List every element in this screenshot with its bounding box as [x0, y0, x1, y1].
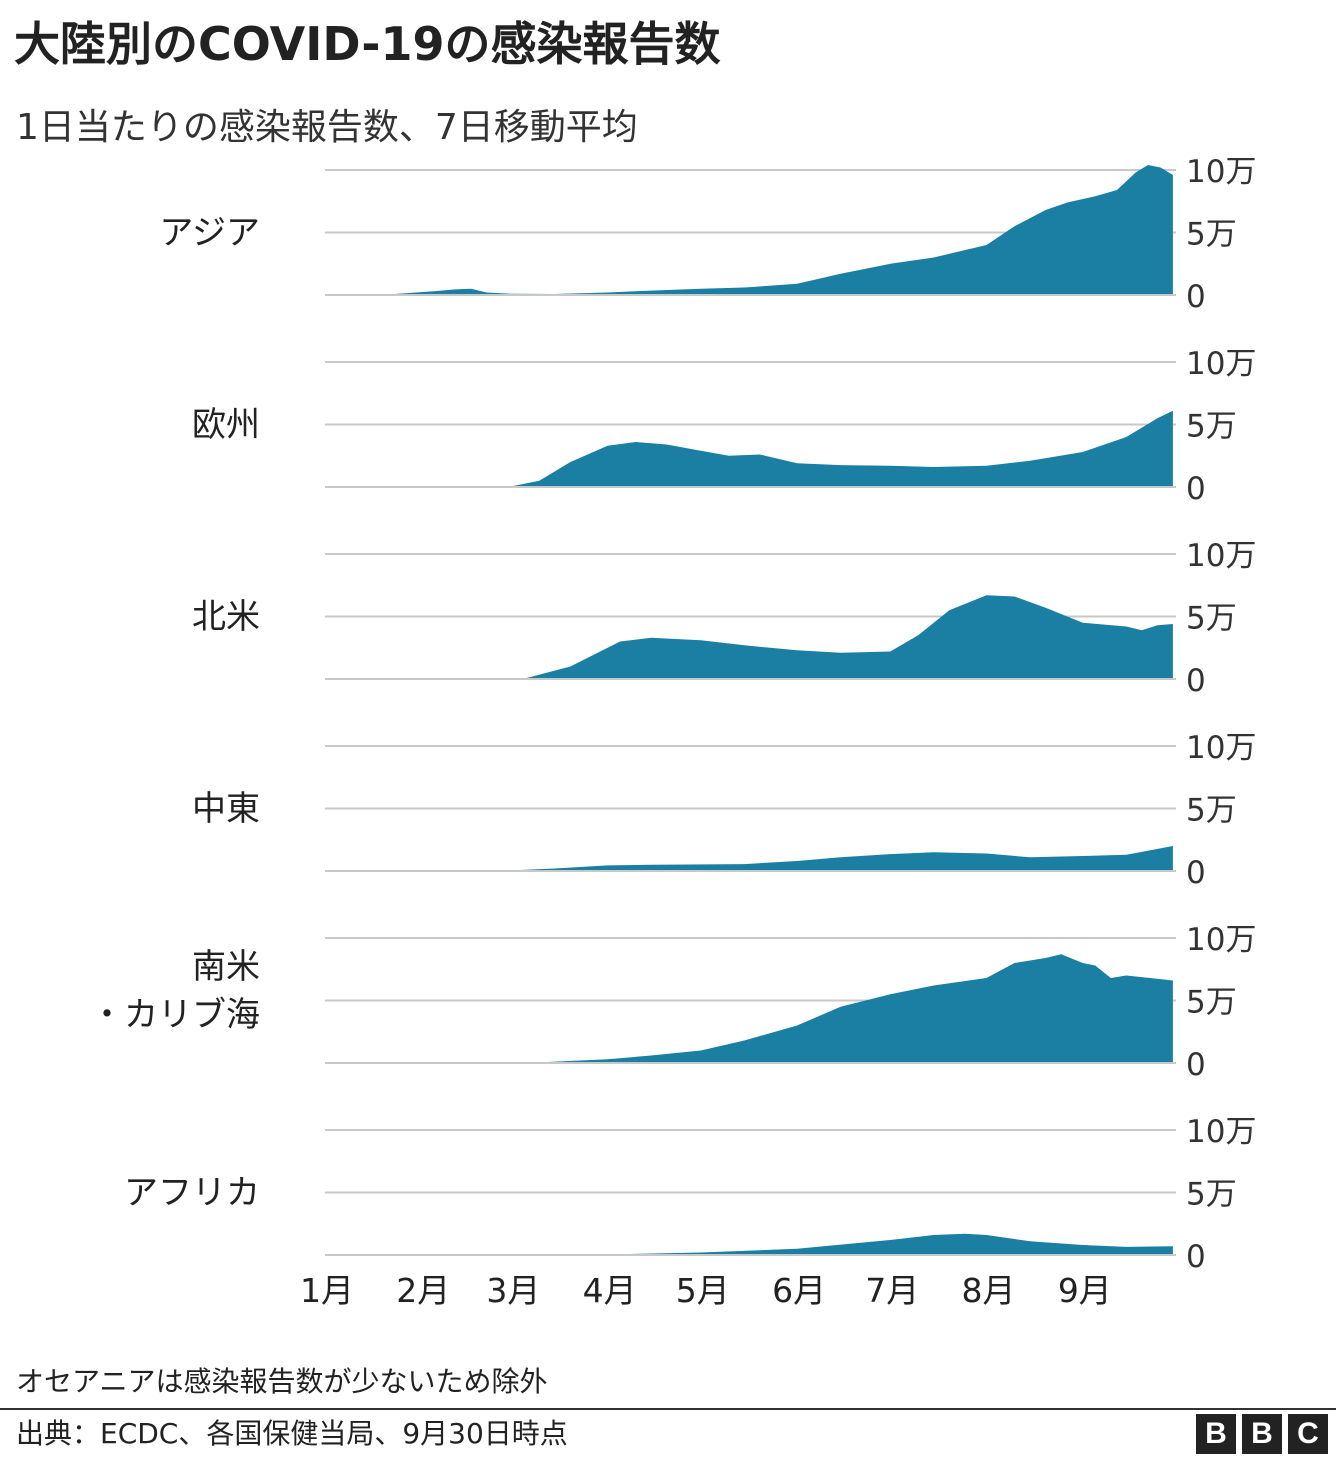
- y-tick-label: 0: [1186, 1047, 1206, 1083]
- y-tick-label: 0: [1186, 471, 1206, 507]
- series-label: 南米: [192, 947, 260, 987]
- bbc-logo-letter-c: C: [1288, 1414, 1328, 1454]
- x-tick-label: 6月: [772, 1271, 826, 1310]
- y-tick-label: 0: [1186, 279, 1206, 315]
- series-label: 中東: [192, 789, 260, 829]
- footer-divider: [0, 1408, 1336, 1410]
- y-tick-label: 5万: [1186, 409, 1237, 445]
- area-series: [325, 954, 1173, 1063]
- y-tick-label: 10万: [1186, 538, 1256, 574]
- series-label: ・カリブ海: [90, 995, 260, 1035]
- panel-2: 10万 5万 0 欧州: [192, 346, 1256, 507]
- y-tick-label: 5万: [1186, 985, 1237, 1021]
- area-series: [325, 1233, 1173, 1255]
- area-series: [325, 410, 1173, 487]
- y-tick-label: 10万: [1186, 346, 1256, 382]
- series-label: アフリカ: [124, 1173, 260, 1213]
- source-note: 出典：ECDC、各国保健当局、9月30日時点: [16, 1417, 568, 1450]
- panel-4: 10万 5万 0 中東: [192, 730, 1256, 891]
- x-tick-label: 3月: [486, 1271, 540, 1310]
- panel-6: 10万 5万 0 アフリカ: [124, 1114, 1256, 1275]
- y-tick-label: 0: [1186, 855, 1206, 891]
- y-tick-label: 5万: [1186, 1177, 1237, 1213]
- y-tick-label: 5万: [1186, 217, 1237, 253]
- y-tick-label: 10万: [1186, 730, 1256, 766]
- series-label: 北米: [192, 597, 260, 637]
- series-label: アジア: [159, 213, 260, 253]
- chart-title: 大陸別のCOVID-19の感染報告数: [14, 17, 721, 71]
- area-series: [325, 595, 1173, 679]
- footnote: オセアニアは感染報告数が少ないため除外: [16, 1365, 548, 1398]
- bbc-logo-letter-b1: B: [1196, 1414, 1236, 1454]
- y-tick-label: 0: [1186, 1239, 1206, 1275]
- chart-subtitle: 1日当たりの感染報告数、7日移動平均: [16, 107, 638, 148]
- x-tick-label: 9月: [1058, 1271, 1112, 1310]
- y-tick-label: 0: [1186, 663, 1206, 699]
- panel-5: 10万 5万 0 南米・カリブ海: [90, 922, 1256, 1083]
- x-tick-label: 7月: [865, 1271, 919, 1310]
- x-tick-label: 5月: [676, 1271, 730, 1310]
- x-tick-label: 8月: [962, 1271, 1016, 1310]
- y-tick-label: 5万: [1186, 601, 1237, 637]
- area-chart-panels: 10万 5万 0 アジア 10万 5万 0 欧州 10万 5万 0 北米 10万 5万 0 中東 10万 5万 0 南…: [90, 154, 1256, 1310]
- series-label: 欧州: [192, 405, 260, 445]
- area-series: [325, 165, 1173, 295]
- bbc-logo: B B C: [1196, 1414, 1328, 1454]
- panel-3: 10万 5万 0 北米: [192, 538, 1256, 699]
- x-axis: 1月 2月 3月 4月 5月 6月 7月 8月 9月: [300, 1271, 1112, 1310]
- x-tick-label: 2月: [396, 1271, 450, 1310]
- y-tick-label: 10万: [1186, 154, 1256, 190]
- panel-1: 10万 5万 0 アジア: [159, 154, 1256, 315]
- y-tick-label: 10万: [1186, 1114, 1256, 1150]
- bbc-logo-letter-b2: B: [1242, 1414, 1282, 1454]
- y-tick-label: 10万: [1186, 922, 1256, 958]
- area-series: [325, 846, 1173, 871]
- y-tick-label: 5万: [1186, 793, 1237, 829]
- x-tick-label: 1月: [300, 1271, 354, 1310]
- x-tick-label: 4月: [583, 1271, 637, 1310]
